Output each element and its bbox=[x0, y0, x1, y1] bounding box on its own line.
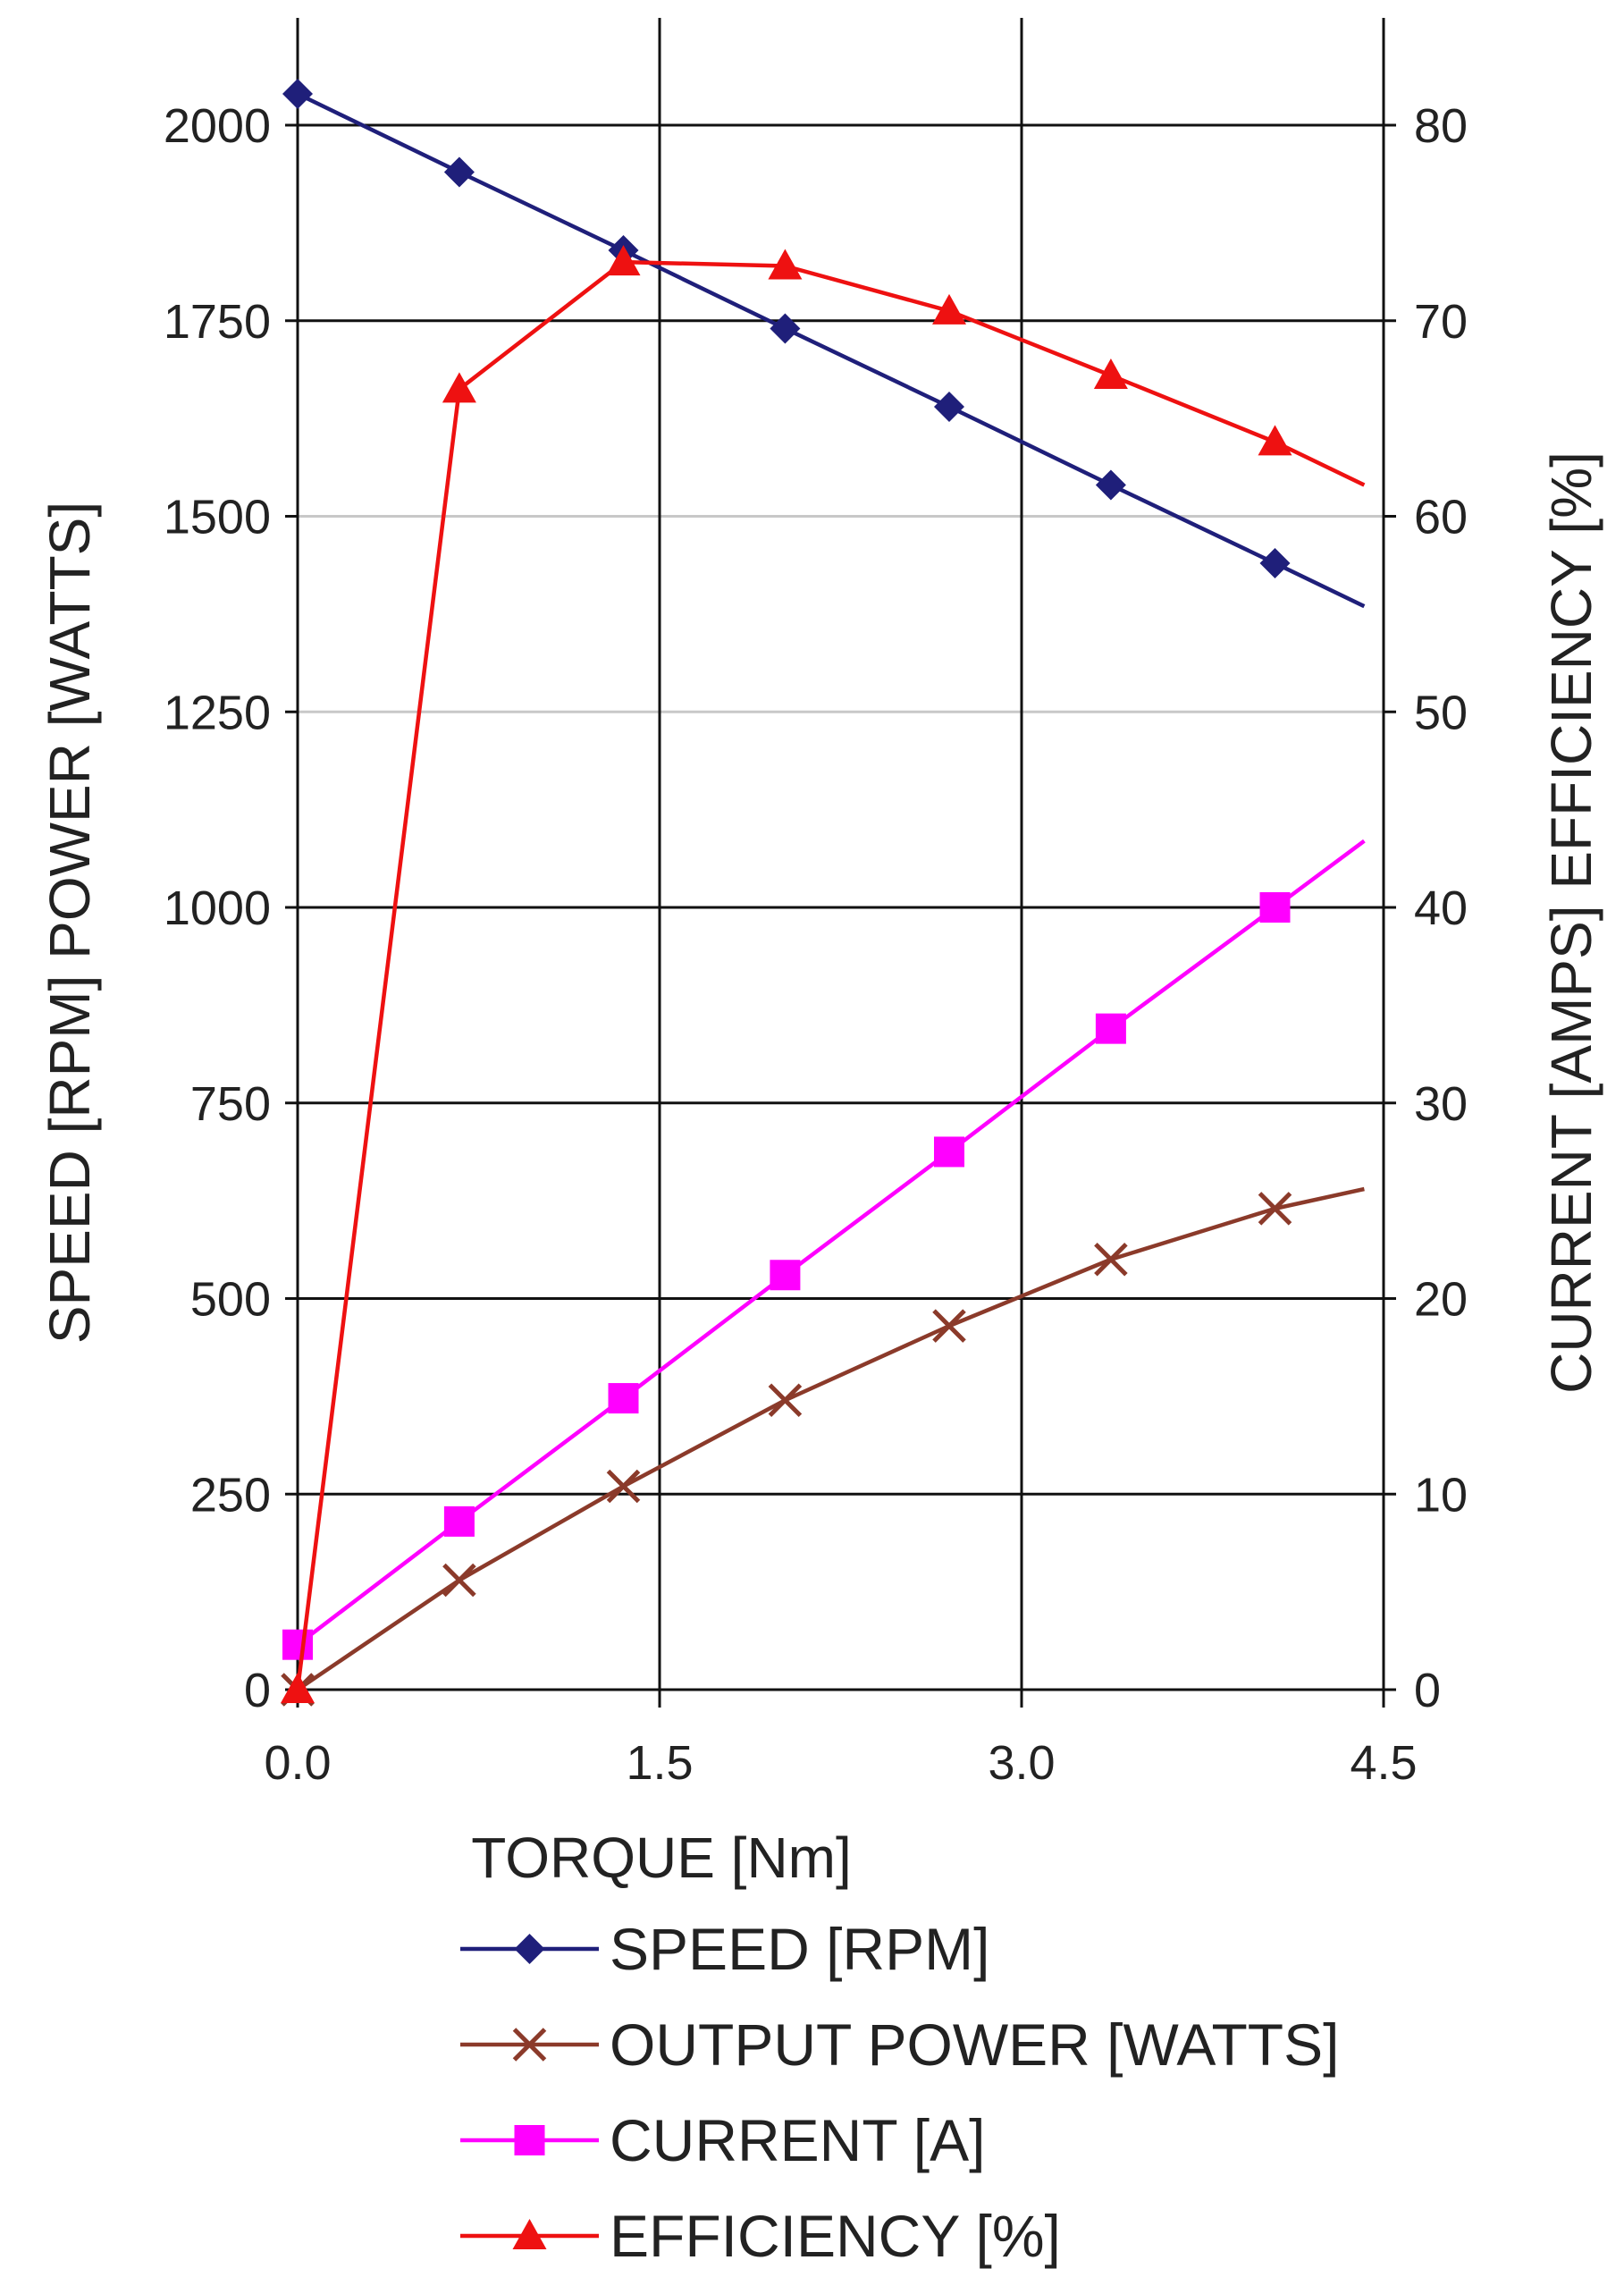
data-point bbox=[768, 249, 803, 280]
x-tick-label: 1.5 bbox=[626, 1736, 693, 1790]
series-line bbox=[295, 259, 1366, 1691]
x-tick-label: 0.0 bbox=[264, 1736, 331, 1790]
data-point bbox=[932, 1309, 966, 1343]
data-point bbox=[443, 1505, 475, 1537]
y-right-tick-label: 30 bbox=[1414, 1077, 1468, 1131]
data-point bbox=[282, 79, 313, 109]
y-left-tick-label: 250 bbox=[190, 1468, 271, 1522]
data-point bbox=[1259, 548, 1291, 578]
data-point bbox=[934, 392, 964, 422]
y-right-tick-label: 80 bbox=[1414, 99, 1468, 153]
y-left-tick-label: 750 bbox=[190, 1077, 271, 1131]
y-left-tick-label: 1000 bbox=[164, 881, 271, 935]
data-point bbox=[606, 1469, 641, 1504]
legend: SPEED [RPM] OUTPUT POWER [WATTS] CURRENT [… bbox=[460, 1916, 1339, 2269]
legend-marker bbox=[514, 2125, 545, 2155]
y-right-tick-label: 40 bbox=[1414, 881, 1468, 935]
data-point bbox=[934, 1136, 964, 1168]
data-point bbox=[282, 1629, 313, 1660]
data-point bbox=[606, 245, 641, 276]
y-left-tick-label: 1500 bbox=[164, 491, 271, 544]
y-right-tick-label: 70 bbox=[1414, 295, 1468, 349]
y-left-axis-title: SPEED [RPM] POWER [WATTS] bbox=[38, 502, 102, 1344]
data-point bbox=[281, 1673, 315, 1703]
y-right-tick-label: 20 bbox=[1414, 1273, 1468, 1327]
legend-label: OUTPUT POWER [WATTS] bbox=[610, 2011, 1339, 2078]
data-point bbox=[770, 1260, 801, 1291]
y-right-tick-label: 50 bbox=[1414, 686, 1468, 739]
legend-item: EFFICIENCY [%] bbox=[460, 2203, 1061, 2269]
tick-labels: 0 250 500 750 1000 1250 1500 1750 2000 0 10 20 30 40 5… bbox=[164, 99, 1468, 1790]
y-right-tick-label: 10 bbox=[1414, 1468, 1468, 1522]
y-left-tick-label: 1250 bbox=[164, 686, 271, 739]
x-axis-title: TORQUE [Nm] bbox=[471, 1826, 852, 1890]
legend-marker bbox=[512, 2028, 547, 2062]
data-point bbox=[443, 156, 475, 188]
y-right-tick-label: 0 bbox=[1414, 1664, 1441, 1717]
legend-label: EFFICIENCY [%] bbox=[610, 2203, 1061, 2269]
legend-item: CURRENT [A] bbox=[460, 2107, 986, 2173]
y-left-tick-label: 1750 bbox=[164, 295, 271, 349]
legend-item: SPEED [RPM] bbox=[460, 1916, 989, 1982]
y-right-tick-label: 60 bbox=[1414, 491, 1468, 544]
series-line bbox=[297, 91, 1366, 609]
series-line bbox=[296, 839, 1366, 1647]
data-point bbox=[608, 1383, 639, 1414]
legend-item: OUTPUT POWER [WATTS] bbox=[460, 2011, 1339, 2078]
x-tick-label: 4.5 bbox=[1350, 1736, 1417, 1790]
data-point bbox=[770, 313, 801, 344]
grid bbox=[296, 18, 1385, 1708]
data-point bbox=[1258, 425, 1292, 456]
data-point bbox=[932, 293, 966, 325]
legend-marker bbox=[512, 2219, 547, 2249]
series-line bbox=[296, 1186, 1365, 1691]
x-tick-label: 3.0 bbox=[988, 1736, 1055, 1790]
y-right-axis-title: CURRENT [AMPS] EFFICIENCY [%] bbox=[1539, 451, 1603, 1394]
legend-marker bbox=[514, 1934, 545, 1964]
data-point bbox=[442, 1563, 476, 1598]
legend-label: SPEED [RPM] bbox=[610, 1916, 989, 1982]
data-point bbox=[442, 372, 476, 403]
data-point bbox=[1093, 358, 1128, 389]
series bbox=[281, 79, 1366, 1707]
data-point bbox=[1258, 1192, 1292, 1226]
legend-label: CURRENT [A] bbox=[610, 2107, 986, 2173]
y-left-tick-label: 2000 bbox=[164, 99, 271, 153]
y-left-tick-label: 0 bbox=[244, 1664, 271, 1717]
data-point bbox=[1095, 1013, 1126, 1044]
data-point bbox=[1095, 469, 1126, 501]
y-left-tick-label: 500 bbox=[190, 1273, 271, 1327]
data-point bbox=[1094, 1242, 1128, 1277]
data-point bbox=[768, 1383, 803, 1418]
data-point bbox=[1259, 892, 1291, 923]
